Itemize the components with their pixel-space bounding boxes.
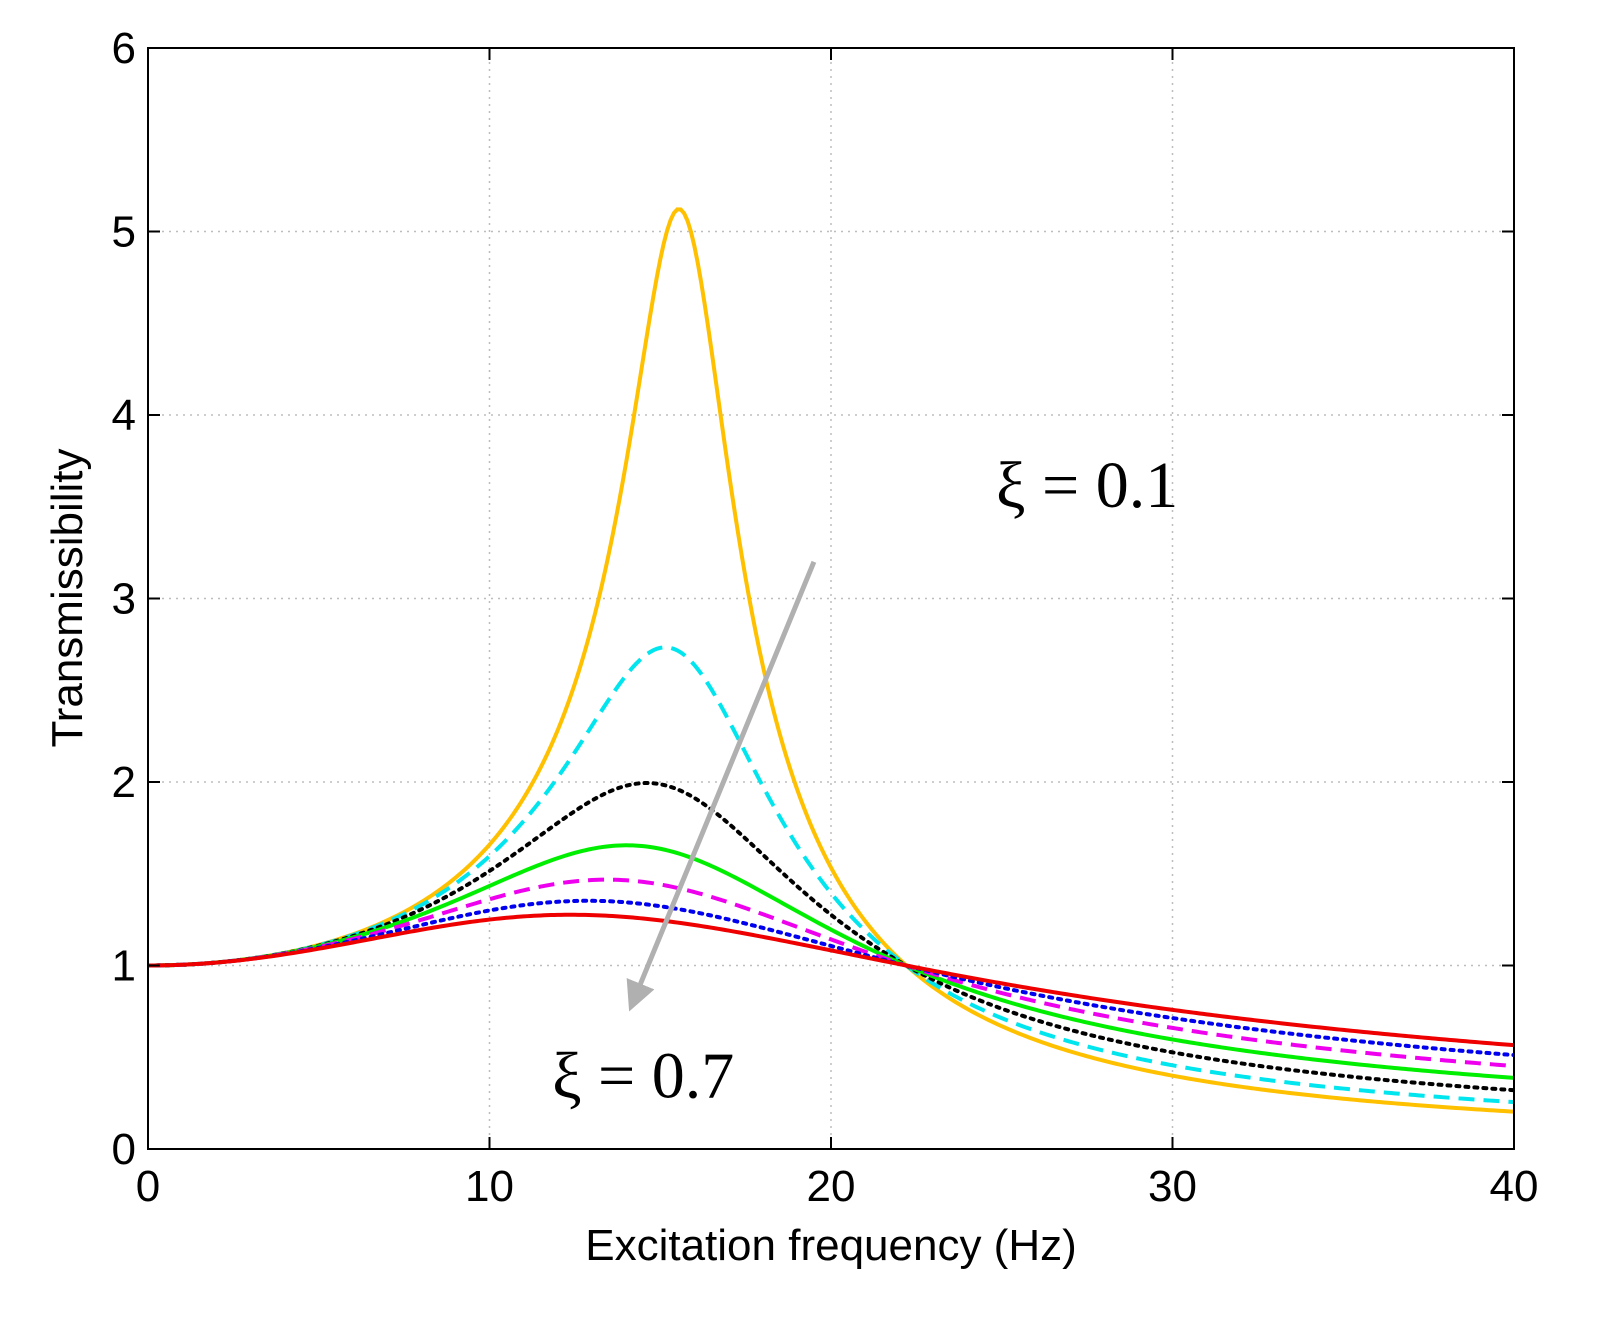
series-line: [148, 207, 1514, 1114]
x-tick-label: 30: [1148, 1162, 1197, 1211]
y-tick-label: 2: [112, 758, 136, 807]
x-tick-label: 40: [1490, 1162, 1539, 1211]
series-line: [148, 645, 1514, 1105]
damping-arrow: [626, 560, 817, 1012]
series-group: [148, 207, 1514, 1114]
grid: [148, 48, 1514, 1149]
annotation-zeta-max: ξ = 0.7: [552, 1040, 734, 1113]
y-tick-label: 4: [112, 391, 136, 440]
y-tick-label: 3: [112, 575, 136, 624]
annotation-zeta-min: ξ = 0.1: [996, 449, 1178, 522]
annotations: ξ = 0.1 ξ = 0.7: [552, 449, 1178, 1113]
y-tick-label: 5: [112, 208, 136, 257]
series-line: [148, 877, 1514, 1069]
y-tick-label: 6: [112, 24, 136, 73]
series-line: [148, 898, 1514, 1058]
arrow-group: [626, 560, 817, 1012]
ticks: [147, 47, 1515, 1150]
series-line: [148, 780, 1514, 1093]
x-tick-label: 10: [465, 1162, 514, 1211]
x-tick-label: 20: [807, 1162, 856, 1211]
x-axis-label: Excitation frequency (Hz): [585, 1221, 1077, 1270]
tick-labels: 0 10 20 30 40 0 1 2 3 4 5 6: [112, 24, 1539, 1211]
series-line: [148, 912, 1514, 1048]
y-tick-label: 0: [112, 1125, 136, 1174]
y-axis-label: Transmissibility: [43, 448, 92, 747]
series-line: [148, 843, 1514, 1080]
x-tick-label: 0: [136, 1162, 160, 1211]
y-tick-label: 1: [112, 942, 136, 991]
